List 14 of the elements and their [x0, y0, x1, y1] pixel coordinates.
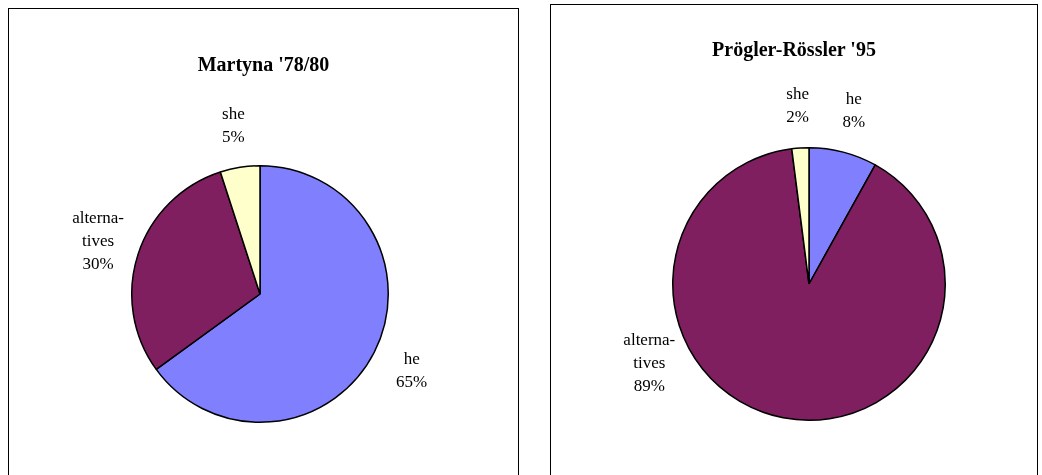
slice-label: he [403, 349, 420, 369]
slice-label: he [845, 89, 862, 109]
data-label: 30% [82, 253, 114, 273]
chart-title: Prögler-Rössler '95 [712, 38, 876, 62]
slice-label: she [222, 103, 245, 123]
slice-label: alterna- tives [72, 207, 125, 250]
data-label: 5% [222, 126, 245, 146]
slice-label: alterna- tives [623, 329, 676, 372]
chart-title: Martyna '78/80 [197, 53, 330, 77]
data-label: 2% [786, 107, 810, 127]
data-label: 8% [842, 112, 866, 132]
slice-label: she [786, 84, 810, 104]
data-label: 89% [633, 375, 665, 395]
data-label: 65% [396, 372, 428, 392]
